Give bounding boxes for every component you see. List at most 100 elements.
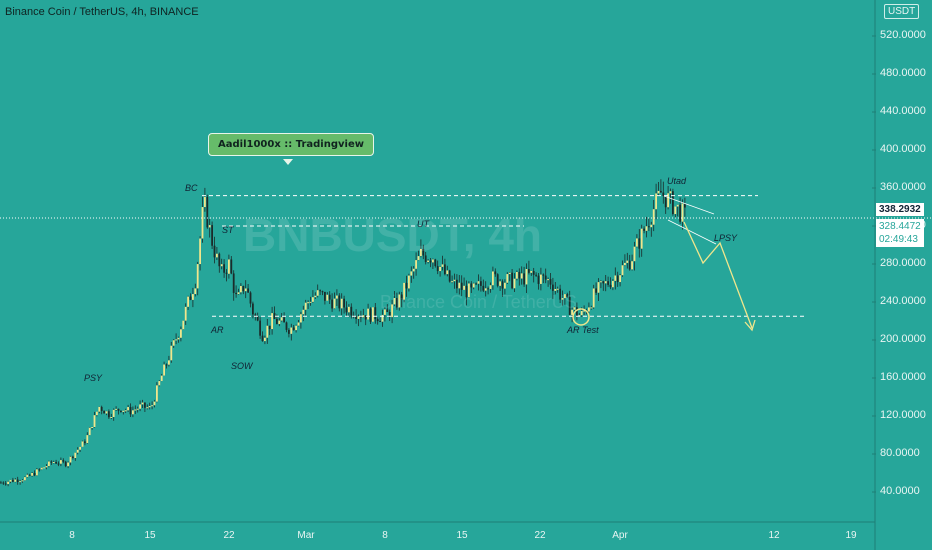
candle-body xyxy=(271,313,273,330)
candle xyxy=(141,399,144,408)
candle-body xyxy=(662,192,665,196)
candle-body xyxy=(33,472,36,476)
candle-body xyxy=(535,274,537,276)
candle xyxy=(98,406,101,414)
candle-body xyxy=(319,290,321,292)
candle-body xyxy=(604,281,607,284)
candle xyxy=(319,289,321,295)
candle xyxy=(218,252,221,273)
candle-body xyxy=(300,314,302,323)
candle xyxy=(148,402,151,410)
candle xyxy=(396,292,398,310)
candle-body xyxy=(14,479,17,482)
candle-body xyxy=(309,301,312,303)
candle xyxy=(523,266,525,287)
projection-path xyxy=(683,221,753,329)
candle-body xyxy=(561,298,564,300)
candle-body xyxy=(160,375,163,382)
candle xyxy=(520,266,523,285)
candle-body xyxy=(9,479,12,482)
candle xyxy=(211,221,213,249)
candle-body xyxy=(141,402,144,405)
candle-body xyxy=(660,190,662,193)
candle-body xyxy=(614,275,617,281)
candle xyxy=(144,402,146,412)
candle xyxy=(600,280,602,289)
candle-body xyxy=(439,266,441,272)
candle xyxy=(168,355,170,367)
candle-body xyxy=(460,282,463,290)
candle-body xyxy=(208,225,211,228)
candle xyxy=(139,400,141,412)
candle xyxy=(345,301,348,317)
candle xyxy=(427,258,429,264)
candle-body xyxy=(345,307,348,313)
candle xyxy=(408,273,410,292)
candle-body xyxy=(122,410,125,412)
candle-body xyxy=(259,320,261,336)
currency-badge[interactable]: USDT xyxy=(884,4,920,19)
candle-body xyxy=(580,310,583,316)
candle xyxy=(146,404,149,410)
candle-body xyxy=(583,310,585,312)
candle-body xyxy=(153,401,156,406)
support-resistance-lines xyxy=(0,195,932,326)
candle-body xyxy=(619,275,621,283)
candle xyxy=(172,339,175,348)
candle-body xyxy=(424,255,427,263)
candle-body xyxy=(652,209,655,225)
candle xyxy=(26,473,29,478)
candle-body xyxy=(55,461,57,464)
candle-body xyxy=(283,317,285,323)
candle xyxy=(324,291,326,305)
time-tick-label: 15 xyxy=(144,530,156,541)
candle-body xyxy=(446,270,449,275)
candle-body xyxy=(136,408,139,410)
candle-body xyxy=(204,196,206,208)
candle-body xyxy=(600,281,602,283)
candle xyxy=(384,307,386,322)
candle xyxy=(28,473,31,477)
candle-body xyxy=(360,316,362,318)
candle-body xyxy=(254,314,257,317)
candle-body xyxy=(559,288,561,300)
candle xyxy=(247,284,249,293)
candle-body xyxy=(412,268,415,272)
candle xyxy=(684,197,686,217)
candle xyxy=(184,303,187,325)
candle xyxy=(554,282,557,295)
candle-body xyxy=(432,259,434,263)
candle xyxy=(19,479,21,485)
candle xyxy=(415,252,417,276)
price-tick-label: 440.0000 xyxy=(880,105,926,117)
candle-body xyxy=(237,292,240,295)
candle xyxy=(326,292,329,302)
candle-body xyxy=(458,282,461,289)
candle-body xyxy=(396,297,398,308)
candle xyxy=(595,282,597,296)
bar-countdown: 02:49:43 xyxy=(879,234,918,245)
candle-body xyxy=(74,452,77,458)
candle xyxy=(376,317,379,325)
annotation-psy: PSY xyxy=(84,373,103,383)
candle xyxy=(604,274,607,292)
candle-body xyxy=(499,281,501,286)
candle-body xyxy=(429,260,432,263)
candle-body xyxy=(568,296,571,315)
candle-body xyxy=(348,306,350,313)
candle-body xyxy=(328,294,331,300)
candle xyxy=(568,290,571,316)
candle-body xyxy=(148,406,151,408)
candle-body xyxy=(508,272,511,275)
candle-body xyxy=(26,474,29,478)
candle xyxy=(597,278,600,301)
candle-body xyxy=(417,256,420,261)
candle xyxy=(55,459,57,464)
candle-body xyxy=(278,320,281,324)
candle xyxy=(177,336,180,343)
candle xyxy=(484,281,487,297)
candle xyxy=(482,279,485,293)
candle-body xyxy=(376,319,379,322)
